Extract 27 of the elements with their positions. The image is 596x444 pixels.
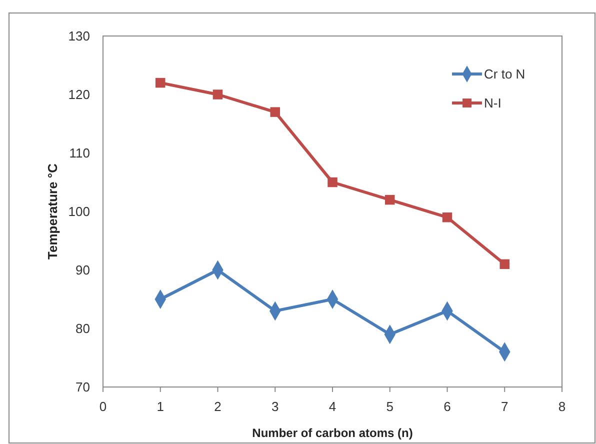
y-tick-label: 90 <box>76 262 90 278</box>
y-tick-label: 80 <box>76 321 90 336</box>
y-tick-label: 120 <box>68 87 90 102</box>
point <box>270 107 280 117</box>
point <box>500 259 510 270</box>
x-tick-label: 6 <box>444 399 451 414</box>
point <box>212 90 223 100</box>
point <box>328 177 338 188</box>
y-axis-title: Temperature °C <box>45 162 60 260</box>
x-tick-label: 1 <box>156 399 164 414</box>
x-axis-title: Number of carbon atoms (n) <box>252 426 413 440</box>
point <box>442 212 452 222</box>
x-tick-label: 4 <box>328 399 336 414</box>
x-tick-label: 2 <box>214 399 222 414</box>
legend-label: N-I <box>484 96 502 111</box>
x-tick-label: 5 <box>386 399 394 414</box>
point <box>156 78 166 88</box>
x-tick-label: 3 <box>272 399 279 414</box>
point <box>385 194 395 205</box>
legend-label: Cr to N <box>484 66 526 82</box>
y-tick-label: 110 <box>69 146 90 161</box>
y-tick-label: 130 <box>68 28 90 44</box>
x-tick-label: 8 <box>558 399 566 414</box>
x-tick-label: 0 <box>99 399 107 414</box>
y-tick-label: 100 <box>68 204 90 220</box>
y-tick-label: 70 <box>76 380 90 395</box>
x-tick-label: 7 <box>501 399 508 414</box>
